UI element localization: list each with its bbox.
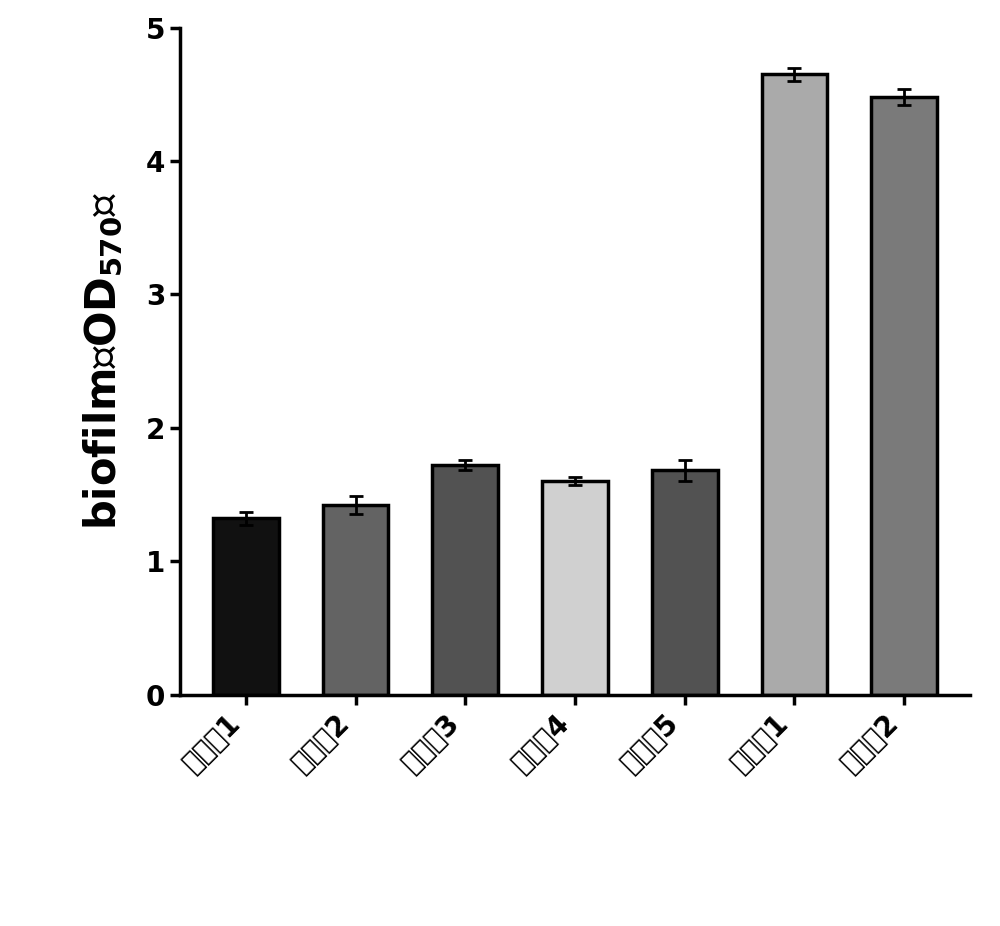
Y-axis label: biofilm（OD$_{\mathbf{570}}$）: biofilm（OD$_{\mathbf{570}}$） xyxy=(82,192,125,531)
Bar xyxy=(871,97,937,694)
Bar xyxy=(762,74,827,695)
Bar xyxy=(652,470,718,694)
Bar xyxy=(323,506,388,694)
Bar xyxy=(432,465,498,694)
Bar xyxy=(542,482,608,694)
Bar xyxy=(213,519,279,694)
